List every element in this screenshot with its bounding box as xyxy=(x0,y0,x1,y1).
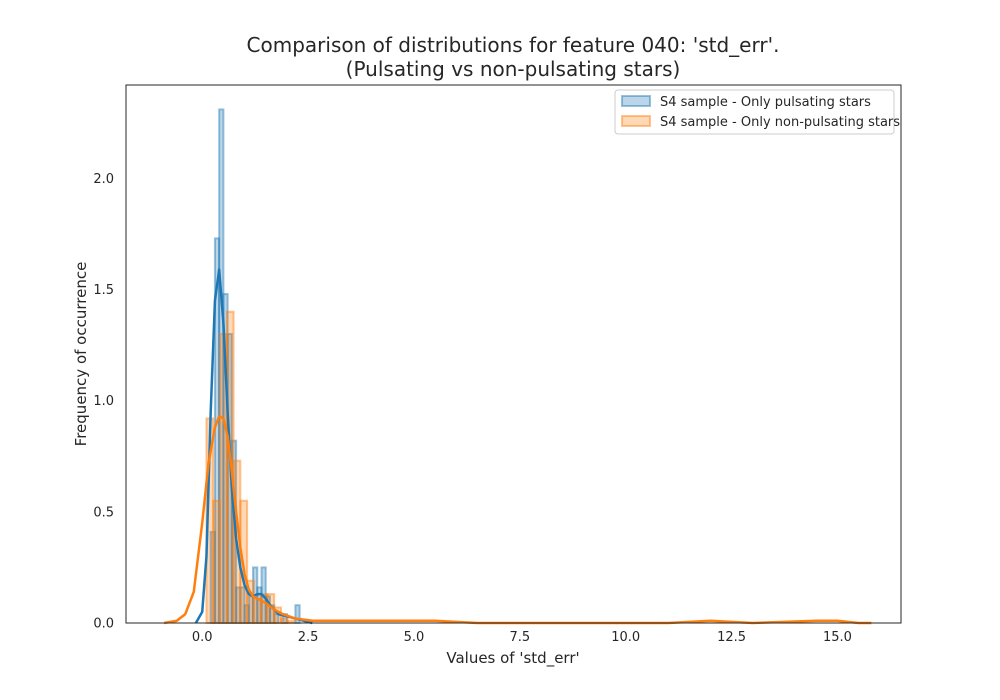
chart-title: Comparison of distributions for feature … xyxy=(247,33,780,57)
plot-area xyxy=(163,108,872,625)
y-axis-ticks: 0.0 0.5 1.0 1.5 2.0 xyxy=(93,172,114,632)
y-tick-label: 1.0 xyxy=(93,394,114,409)
x-tick-label: 0.0 xyxy=(192,630,213,645)
histogram-bar-1-2 xyxy=(212,499,222,625)
chart-subtitle: (Pulsating vs non-pulsating stars) xyxy=(346,57,681,81)
x-axis-ticks: 0.0 2.5 5.0 7.5 10.0 12.5 15.0 xyxy=(192,630,852,645)
axes-frame xyxy=(125,84,902,624)
x-tick-label: 15.0 xyxy=(823,630,852,645)
y-axis-label: Frequency of occurrence xyxy=(72,262,90,447)
x-axis-label: Values of 'std_err' xyxy=(446,649,579,668)
histogram-bar-1-12 xyxy=(280,617,289,624)
histogram-bar-1-8 xyxy=(252,597,262,624)
x-tick-label: 2.5 xyxy=(298,630,319,645)
y-tick-label: 1.5 xyxy=(93,283,114,298)
y-tick-label: 2.0 xyxy=(93,172,114,187)
series-1-bars xyxy=(205,310,296,625)
x-tick-label: 5.0 xyxy=(404,630,425,645)
x-tick-label: 7.5 xyxy=(510,630,531,645)
legend-label-non-pulsating: S4 sample - Only non-pulsating stars xyxy=(660,115,900,130)
series-0-bars xyxy=(209,108,301,625)
x-tick-label: 12.5 xyxy=(717,630,746,645)
legend-swatch-pulsating xyxy=(621,95,651,107)
legend-label-pulsating: S4 sample - Only pulsating stars xyxy=(660,95,871,110)
kde-line-1 xyxy=(163,415,872,625)
y-tick-label: 0.0 xyxy=(93,617,114,632)
x-tick-label: 10.0 xyxy=(611,630,640,645)
y-tick-label: 0.5 xyxy=(93,505,114,520)
legend: S4 sample - Only pulsating stars S4 samp… xyxy=(614,89,900,135)
legend-box xyxy=(614,89,895,135)
legend-swatch-non-pulsating xyxy=(621,115,651,127)
kde-line-0 xyxy=(194,268,313,625)
kde-curves xyxy=(163,268,872,625)
histogram-bars xyxy=(205,108,301,625)
